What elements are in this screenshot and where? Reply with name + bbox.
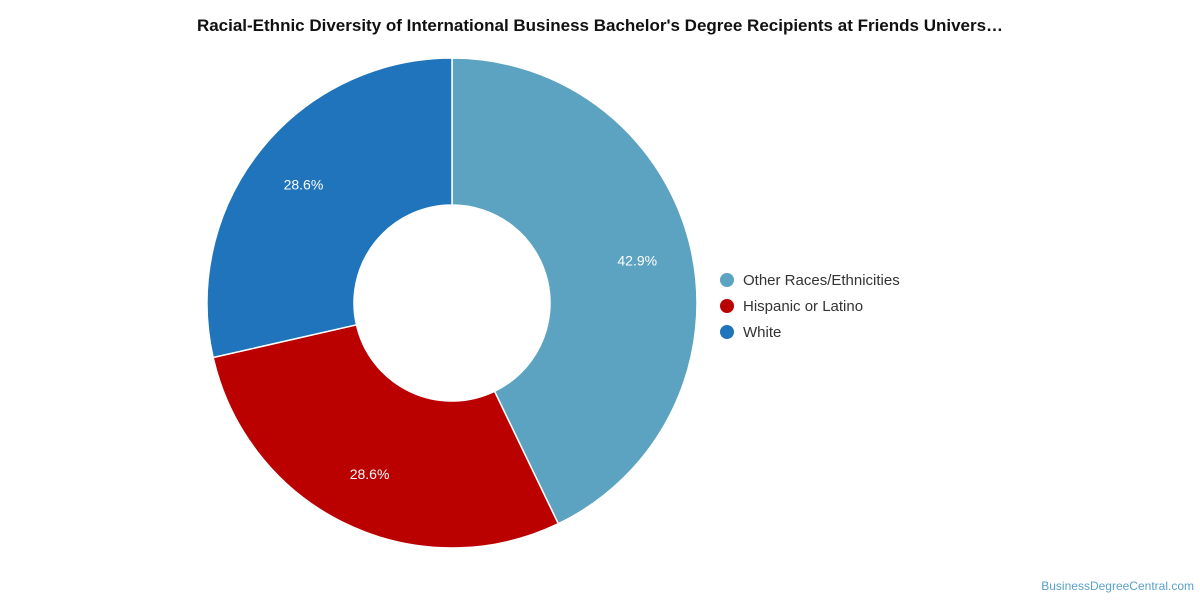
legend-swatch-icon	[720, 273, 734, 287]
legend-swatch-icon	[720, 325, 734, 339]
legend-swatch-icon	[720, 299, 734, 313]
donut-slice-white[interactable]	[206, 57, 453, 359]
slice-label-other-races-ethnicities: 42.9%	[617, 253, 657, 269]
donut-slice-other-races-ethnicities[interactable]	[451, 57, 698, 525]
legend-label: White	[743, 323, 782, 341]
legend-label: Other Races/Ethnicities	[743, 271, 900, 289]
legend-label: Hispanic or Latino	[743, 297, 864, 315]
legend-item-other-races-ethnicities[interactable]: Other Races/Ethnicities	[720, 267, 1020, 293]
chart-title: Racial-Ethnic Diversity of International…	[196, 16, 1004, 35]
source-credit[interactable]: BusinessDegreeCentral.com	[1041, 579, 1194, 593]
donut-slices	[206, 57, 698, 549]
donut-slice-hispanic-or-latino[interactable]	[212, 323, 560, 549]
donut-slice-labels: 42.9% 28.6% 28.6%	[284, 177, 657, 483]
slice-label-white: 28.6%	[284, 177, 324, 193]
slice-label-hispanic-or-latino: 28.6%	[350, 466, 390, 482]
chart-legend: Other Races/Ethnicities Hispanic or Latin…	[720, 267, 1020, 345]
legend-item-white[interactable]: White	[720, 319, 1020, 345]
legend-item-hispanic-or-latino[interactable]: Hispanic or Latino	[720, 293, 1020, 319]
